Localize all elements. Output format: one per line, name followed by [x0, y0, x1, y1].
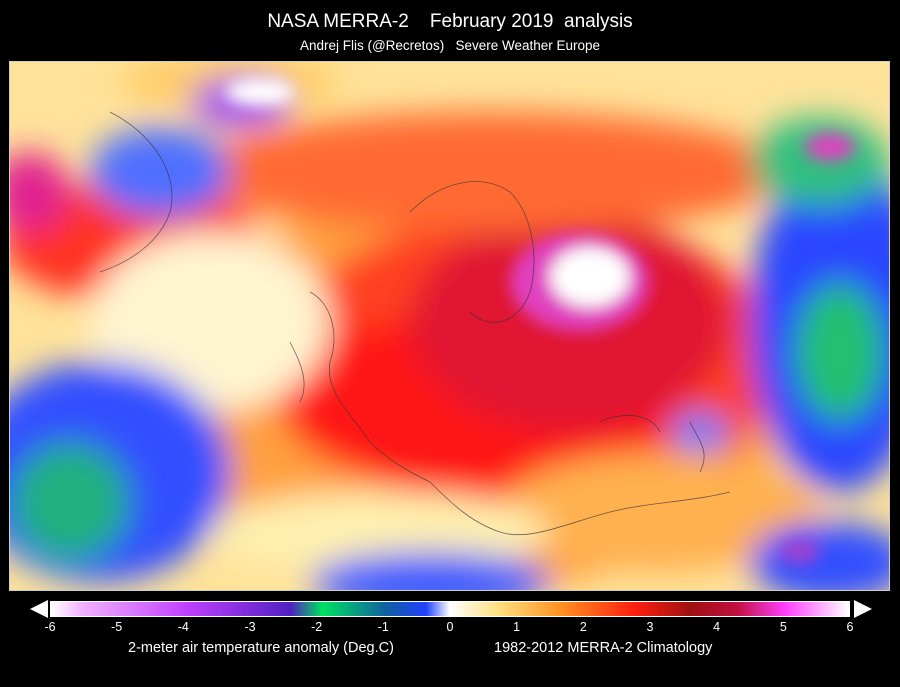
colorbar-tick-label: 2 [579, 620, 587, 634]
colorbar-tick-label: -6 [44, 620, 56, 634]
anomaly-map [9, 61, 890, 591]
colorbar-tick-label: 3 [646, 620, 654, 634]
colorbar-tick-label: -1 [377, 620, 389, 634]
colorbar-tick-label: -2 [311, 620, 323, 634]
colorbar-gradient [50, 601, 850, 617]
colorbar-tick-labels: -6 -5 -4 -3 -2 -1 0 1 2 3 4 5 6 [44, 620, 853, 636]
colorbar-tick-label: 5 [779, 620, 787, 634]
colorbar-max-arrow-icon [854, 600, 872, 618]
climatology-label: 1982-2012 MERRA-2 Climatology [494, 640, 713, 656]
anomaly-map-canvas [10, 62, 889, 590]
colorbar-tick-label: -4 [177, 620, 189, 634]
colorbar-tick-label: 4 [713, 620, 721, 634]
chart-title: NASA MERRA-2 February 2019 analysis [267, 11, 633, 32]
colorbar-tick-label: -3 [244, 620, 256, 634]
colorbar-label: 2-meter air temperature anomaly (Deg.C) [128, 640, 394, 656]
colorbar-min-arrow-icon [30, 600, 48, 618]
colorbar-tick-label: 0 [446, 620, 454, 634]
colorbar-tick-label: 1 [513, 620, 521, 634]
chart-subtitle: Andrej Flis (@Recretos) Severe Weather E… [299, 38, 601, 53]
colorbar-tick-label: 6 [846, 620, 854, 634]
colorbar [30, 599, 872, 619]
colorbar-tick-label: -5 [111, 620, 123, 634]
